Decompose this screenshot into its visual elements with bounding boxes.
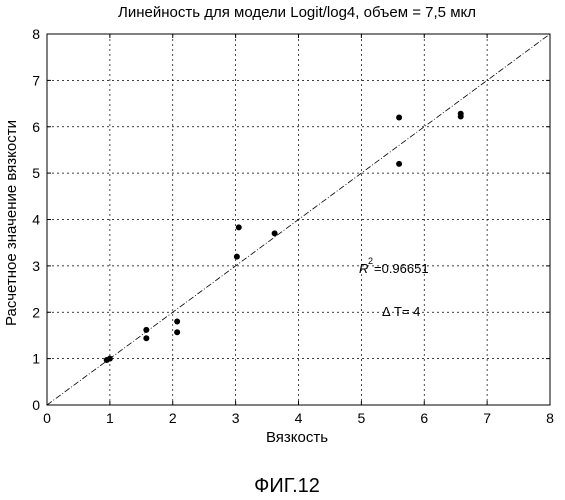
r2-superscript: 2 (368, 256, 373, 266)
x-tick-label: 5 (357, 410, 365, 426)
y-tick-label: 6 (32, 119, 40, 135)
data-point (143, 327, 149, 333)
data-point (272, 230, 278, 236)
r2-value: =0.96651 (374, 261, 429, 276)
delta-symbol: Δ (382, 304, 391, 319)
data-point (396, 114, 402, 120)
data-point (107, 356, 113, 362)
figure-caption: ФИГ.12 (254, 475, 320, 497)
data-point (234, 254, 240, 260)
y-tick-label: 3 (32, 258, 40, 274)
y-tick-label: 0 (32, 397, 40, 413)
chart-title: Линейность для модели Logit/log4, объем … (118, 4, 476, 21)
data-point (458, 114, 464, 120)
x-axis-label: Вязкость (266, 429, 328, 446)
data-point (174, 329, 180, 335)
data-point (174, 319, 180, 325)
delta-text: T= 4 (394, 304, 420, 319)
delta-annotation: Δ T= 4 (382, 304, 420, 319)
data-point (396, 161, 402, 167)
x-tick-label: 4 (295, 410, 303, 426)
x-tick-label: 0 (43, 410, 51, 426)
x-tick-label: 6 (420, 410, 428, 426)
y-tick-label: 8 (32, 26, 40, 42)
y-tick-label: 7 (32, 72, 40, 88)
y-tick-label: 4 (32, 212, 40, 228)
y-tick-label: 1 (32, 351, 40, 367)
x-tick-label: 7 (483, 410, 491, 426)
r2-annotation: R 2 =0.96651 (359, 256, 429, 276)
data-point (236, 224, 242, 230)
r2-symbol: R (359, 261, 368, 276)
data-points (104, 111, 464, 363)
y-tick-label: 2 (32, 304, 40, 320)
x-tick-label: 8 (546, 410, 554, 426)
y-axis-label: Расчетное значение вязкости (3, 120, 20, 326)
x-tick-label: 1 (106, 410, 114, 426)
data-point (143, 335, 149, 341)
y-tick-label: 5 (32, 165, 40, 181)
x-tick-label: 2 (169, 410, 177, 426)
x-tick-label: 3 (232, 410, 240, 426)
